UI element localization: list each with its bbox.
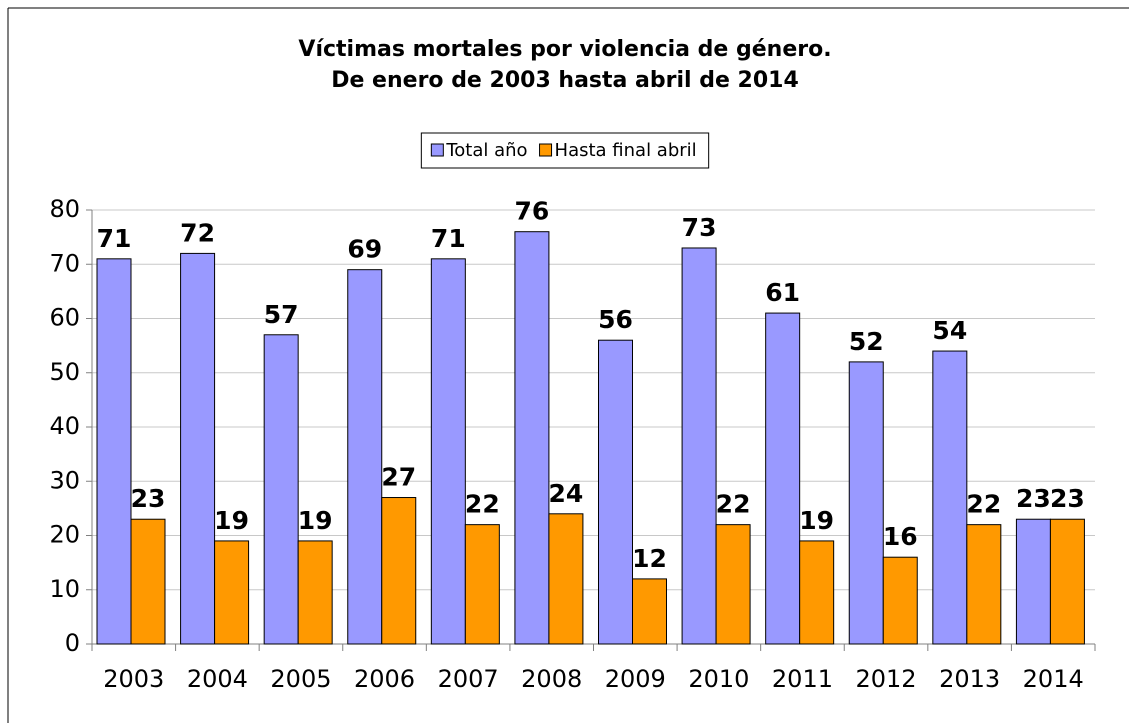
bar — [848, 361, 884, 645]
value-label: 23 — [1016, 484, 1051, 513]
x-tick-label: 2007 — [438, 665, 499, 693]
bar — [297, 540, 333, 645]
x-tick-label: 2004 — [187, 665, 248, 693]
bar — [214, 540, 250, 645]
x-tick-label: 2008 — [521, 665, 582, 693]
x-tick-label: 2003 — [103, 665, 164, 693]
bar — [1015, 518, 1051, 645]
bar — [681, 247, 717, 645]
y-tick-label: 10 — [49, 575, 80, 603]
bar — [464, 524, 500, 645]
value-label: 71 — [431, 224, 466, 253]
bar — [347, 269, 383, 645]
chart-subtitle: De enero de 2003 hasta abril de 2014 — [331, 68, 799, 93]
bar — [1049, 518, 1085, 645]
x-tick-label: 2013 — [939, 665, 1000, 693]
value-label: 22 — [966, 490, 1001, 519]
bar — [130, 518, 166, 645]
chart-title: Víctimas mortales por violencia de géner… — [298, 37, 831, 62]
y-tick-label: 60 — [49, 304, 80, 332]
bar — [180, 252, 216, 645]
value-label: 54 — [932, 316, 967, 345]
bar — [514, 231, 550, 645]
x-tick-label: 2009 — [605, 665, 666, 693]
value-label: 27 — [381, 463, 416, 492]
value-label: 23 — [1050, 484, 1085, 513]
x-tick-label: 2005 — [270, 665, 331, 693]
bar — [96, 258, 132, 645]
bar — [598, 339, 633, 645]
bar — [263, 334, 299, 645]
x-tick-label: 2006 — [354, 665, 415, 693]
y-tick-label: 40 — [49, 412, 80, 440]
bar — [430, 258, 466, 645]
y-tick-label: 80 — [49, 195, 80, 223]
bar — [632, 578, 667, 645]
y-tick-label: 20 — [49, 521, 80, 549]
value-label: 71 — [97, 224, 132, 253]
legend-swatch — [539, 143, 553, 157]
legend-box — [420, 132, 710, 169]
value-label: 19 — [799, 506, 834, 535]
value-label: 56 — [598, 305, 633, 334]
value-label: 57 — [264, 300, 299, 329]
value-label: 76 — [515, 197, 550, 226]
bar — [715, 524, 751, 645]
x-tick-label: 2010 — [688, 665, 749, 693]
y-tick-label: 50 — [49, 358, 80, 386]
value-label: 22 — [465, 490, 500, 519]
bar — [799, 540, 835, 645]
x-tick-label: 2012 — [856, 665, 917, 693]
value-label: 52 — [849, 327, 884, 356]
legend-label: Hasta final abril — [555, 140, 697, 161]
value-label: 72 — [180, 218, 215, 247]
value-label: 24 — [549, 479, 584, 508]
y-tick-label: 30 — [49, 466, 80, 494]
x-tick-label: 2014 — [1023, 665, 1084, 693]
value-label: 22 — [716, 490, 751, 519]
value-label: 61 — [765, 278, 800, 307]
value-label: 69 — [347, 235, 382, 264]
y-tick-label: 0 — [65, 629, 80, 657]
value-label: 16 — [883, 522, 918, 551]
bar — [966, 524, 1002, 645]
value-label: 12 — [632, 544, 667, 573]
value-label: 19 — [298, 506, 333, 535]
value-label: 19 — [214, 506, 249, 535]
bar — [548, 513, 584, 645]
bar — [882, 556, 918, 645]
legend-swatch — [430, 143, 444, 157]
bar — [381, 497, 417, 645]
legend-label: Total año — [445, 140, 527, 161]
bar — [765, 312, 801, 645]
value-label: 23 — [131, 484, 166, 513]
x-tick-label: 2011 — [772, 665, 833, 693]
y-tick-label: 70 — [49, 249, 80, 277]
value-label: 73 — [682, 213, 717, 242]
bar — [932, 350, 968, 645]
